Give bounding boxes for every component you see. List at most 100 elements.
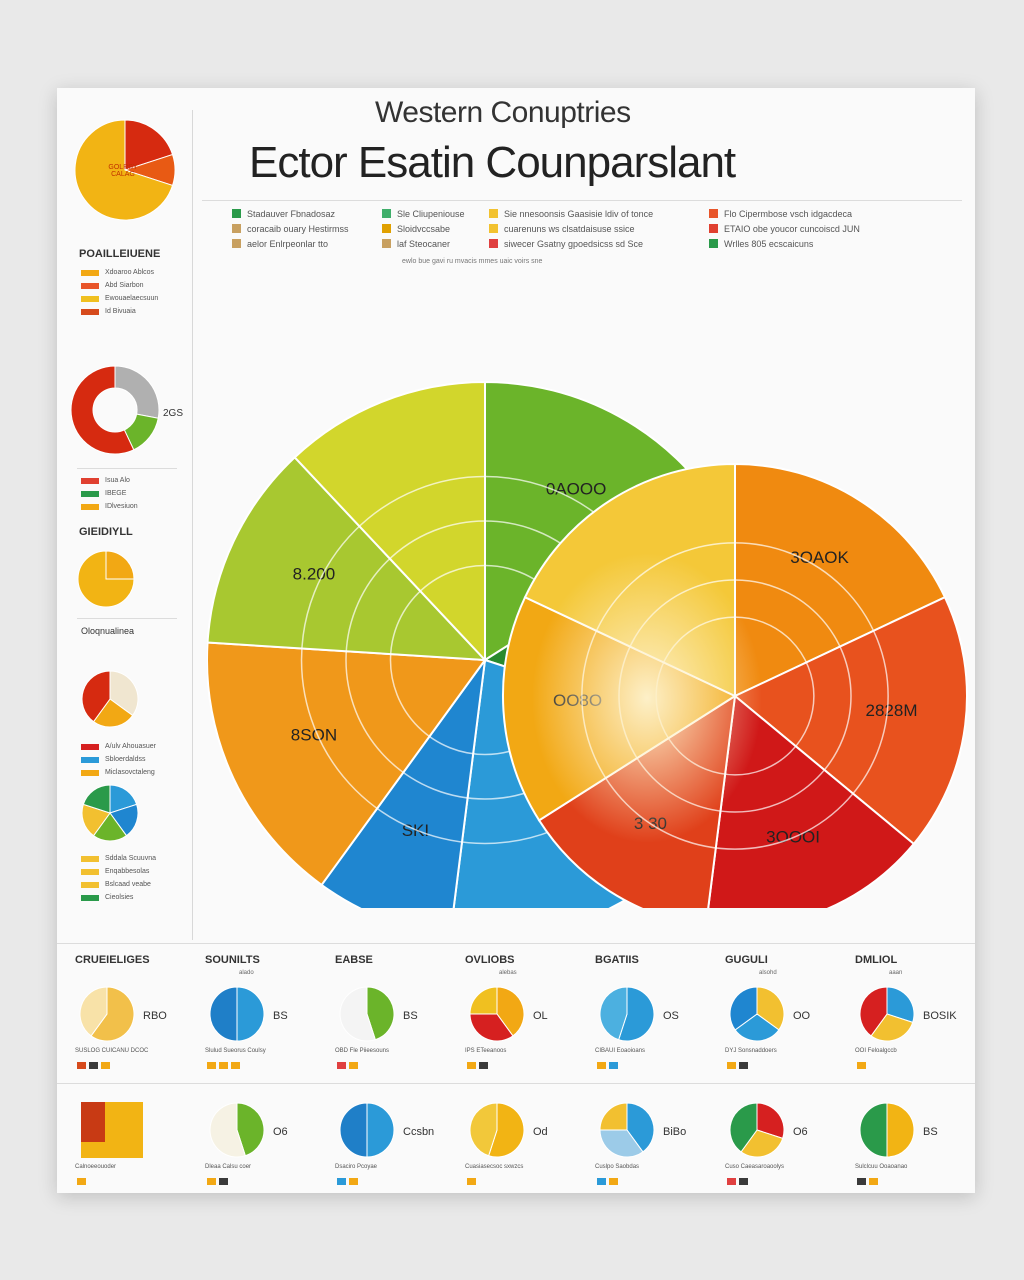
sidebar-legend-swatch bbox=[81, 308, 99, 315]
panel-swatch bbox=[857, 1062, 866, 1069]
panel-title: CRUEIELIGES bbox=[75, 954, 150, 966]
legend-item: Wrlles 805 ecscaicuns bbox=[709, 236, 860, 251]
legend-label: coracaib ouary Hestirmss bbox=[247, 223, 349, 234]
sidebar-legend-item: Bslcaad veabe bbox=[81, 878, 156, 891]
sidebar-legend-swatch bbox=[81, 743, 99, 750]
panel-swatch bbox=[231, 1062, 240, 1069]
sidebar-legend-label: Isua Alo bbox=[105, 477, 130, 484]
sidebar-divider-1 bbox=[77, 468, 177, 469]
sidebar-legend-swatch bbox=[81, 881, 99, 888]
panel-swatches bbox=[207, 1178, 228, 1185]
mini-panel: OVLIOBS alebas OL IPS ETeeanoos bbox=[455, 948, 581, 1078]
legend-swatch bbox=[489, 224, 498, 233]
sidebar-legend-swatch bbox=[81, 855, 99, 862]
panel-swatch bbox=[727, 1062, 736, 1069]
panel-caption: SUSLOG CUICANU DCOC bbox=[75, 1048, 149, 1054]
panel-0-pie-slice-0 bbox=[90, 986, 135, 1042]
panel-swatches bbox=[727, 1178, 748, 1185]
sidebar-legend-item: IDlvesiuon bbox=[81, 500, 138, 513]
panel-13-pie-slice-1 bbox=[859, 1102, 888, 1158]
panel-swatches bbox=[207, 1062, 240, 1069]
sidebar-legend-item: Xdoaroo Ablcos bbox=[81, 266, 158, 279]
legend-swatch bbox=[709, 209, 718, 218]
panel-swatch bbox=[219, 1062, 228, 1069]
panel-5-pie-slice-2 bbox=[729, 986, 758, 1031]
legend-column: Flo Cipermbose vsch idgacdeca ETAIO obe y… bbox=[709, 206, 860, 251]
panel-value: BS bbox=[923, 1126, 938, 1138]
panel-title: SOUNILTS bbox=[205, 954, 260, 966]
sidebar-ring-chart bbox=[70, 365, 160, 455]
sidebar-title-1: POAILLEIUENE bbox=[79, 248, 161, 260]
panel-4-pie-slice-1 bbox=[599, 986, 628, 1041]
panel-13-pie-slice-0 bbox=[886, 1102, 915, 1158]
panel-3-pie-slice-2 bbox=[469, 986, 498, 1015]
legend-item: aelor Enlrpeonlar tto bbox=[232, 236, 349, 251]
panel-value: Od bbox=[533, 1126, 548, 1138]
sidebar-legend-item: Ewouaelaecsuun bbox=[81, 292, 158, 305]
panel-value: BiBo bbox=[663, 1126, 687, 1138]
panel-caption: Dleaa Calsu coer bbox=[205, 1164, 252, 1170]
panel-11-pie-slice-2 bbox=[599, 1102, 628, 1131]
panel-6-pie-slice-2 bbox=[859, 986, 888, 1037]
sidebar-legend-swatch bbox=[81, 756, 99, 763]
sidebar-legend-swatch bbox=[81, 295, 99, 302]
legend-label: ETAIO obe youcor cuncoiscd JUN bbox=[724, 223, 860, 234]
mini-panel: BGATIIS OS CIBAUI Eoaoioans bbox=[585, 948, 711, 1078]
panel-swatch bbox=[207, 1178, 216, 1185]
panel-subtitle: alsohd bbox=[759, 970, 777, 976]
sidebar-legend-swatch bbox=[81, 769, 99, 776]
panel-pie-chart bbox=[729, 1102, 785, 1158]
panel-title: OVLIOBS bbox=[465, 954, 515, 966]
panel-pie-chart bbox=[599, 986, 655, 1042]
sidebar-legend-item: IBEGE bbox=[81, 487, 138, 500]
sidebar-legend-label: Id Bivuaia bbox=[105, 308, 136, 315]
legend-label: Flo Cipermbose vsch idgacdeca bbox=[724, 208, 853, 219]
mini-panel: BS Sulclcuu Ooaoanao bbox=[845, 1088, 971, 1193]
legend-item: Sle Cliupeniouse bbox=[382, 206, 465, 221]
sidebar-pie-chart-4 bbox=[81, 784, 139, 842]
panel-swatches bbox=[727, 1062, 748, 1069]
main-pie-0-label-4: 8SON bbox=[291, 725, 337, 744]
panel-swatch bbox=[609, 1062, 618, 1069]
sidebar-divider-2 bbox=[77, 618, 177, 619]
sidebar-legend-swatch bbox=[81, 477, 99, 484]
mini-panel: GUGULI alsohd OO DYJ Sonsnaddoers bbox=[715, 948, 841, 1078]
panel-swatch bbox=[609, 1178, 618, 1185]
sidebar-pie-2-slice-0 bbox=[105, 550, 135, 580]
mini-panel: CRUEIELIGES RBO SUSLOG CUICANU DCOC bbox=[65, 948, 191, 1078]
legend-item: siwecer Gsatny gpoedsicss sd Sce bbox=[489, 236, 653, 251]
mini-panel: DMLIOL aaan BOSIK OOI Feloalgccb bbox=[845, 948, 971, 1078]
panel-swatch bbox=[467, 1178, 476, 1185]
legend-swatch bbox=[232, 239, 241, 248]
legend-item: Stadauver Fbnadosaz bbox=[232, 206, 349, 221]
panel-swatch bbox=[349, 1062, 358, 1069]
sidebar-legend-label: Ewouaelaecsuun bbox=[105, 295, 159, 302]
sidebar-legend-swatch bbox=[81, 894, 99, 901]
panel-2-pie-slice-0 bbox=[366, 986, 395, 1041]
sidebar-legend-swatch bbox=[81, 282, 99, 289]
sidebar-legend-label: Xdoaroo Ablcos bbox=[105, 269, 155, 276]
panel-8-pie-slice-0 bbox=[236, 1102, 265, 1157]
main-pie-0-label-0: 0AOOO bbox=[546, 479, 606, 498]
panel-swatch bbox=[219, 1178, 228, 1185]
main-pie-0-label-5: 8.200 bbox=[293, 565, 336, 584]
panel-caption: IPS ETeeanoos bbox=[465, 1048, 507, 1054]
panel-swatch bbox=[739, 1178, 748, 1185]
header-divider bbox=[202, 200, 962, 201]
sidebar-legend-label: Cieolsies bbox=[105, 894, 134, 901]
panel-swatch bbox=[727, 1178, 736, 1185]
panel-swatches bbox=[467, 1062, 488, 1069]
panel-swatches bbox=[467, 1178, 476, 1185]
panel-caption: CIBAUI Eoaoioans bbox=[595, 1048, 646, 1054]
sidebar-legend-label: Bslcaad veabe bbox=[105, 881, 151, 888]
main-pie-0-slice-5 bbox=[207, 455, 488, 662]
panel-3-pie-slice-1 bbox=[469, 1013, 514, 1042]
panel-pie-chart bbox=[469, 986, 525, 1042]
mini-panel: O6 Dleaa Calsu coer bbox=[195, 1088, 321, 1193]
sidebar-pie-3-slice-0 bbox=[109, 670, 139, 717]
sidebar-legend-item: Miclasovctaleng bbox=[81, 766, 156, 779]
panel-caption: OOI Feloalgccb bbox=[855, 1048, 897, 1054]
panel-swatches bbox=[857, 1178, 878, 1185]
panel-subtitle: aaan bbox=[889, 970, 903, 976]
legend-label: aelor Enlrpeonlar tto bbox=[247, 238, 329, 249]
